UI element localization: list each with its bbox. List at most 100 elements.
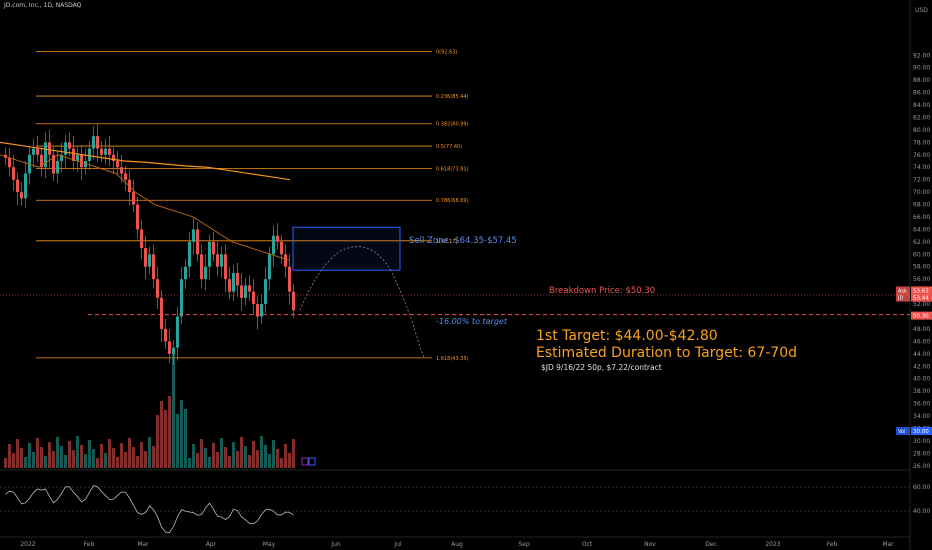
volume-bar [132,447,135,468]
candle-body [272,235,275,255]
candle-body [84,161,87,168]
fib-level-label: 0.236(85.44) [436,94,469,100]
first-target-label: 1st Target: $44.00-$42.80 [536,328,718,344]
event-marker-icon-2[interactable] [308,457,316,466]
price-tick-label: 34.00 [913,413,930,420]
rsi-panel [0,485,910,534]
price-badge-value: 50.30 [913,314,929,320]
volume-bar [136,456,139,468]
breakdown-label: Breakdown Price: $50.30 [549,286,655,296]
candle-body [204,266,207,280]
volume-bar [124,452,127,468]
volume-bar [168,396,171,468]
sell-zone-box[interactable] [292,226,401,271]
price-tick-label: 88.00 [913,77,930,84]
price-axis-unit: USD [915,7,928,14]
volume-bar [72,450,75,468]
volume-bar [32,452,35,468]
time-axis[interactable]: 2022 Feb Mar Apr May Jun Jul Aug Sep Oct Nov Dec 202… [20,541,894,548]
candle-body [276,235,279,242]
volume-bar [84,454,87,468]
price-badge-tag-bg [896,293,910,302]
volume-bar [140,442,143,468]
volume-bar [8,444,11,468]
volume-bar [184,409,187,468]
candle-body [172,347,175,354]
price-badge [911,311,932,320]
candle-body [92,136,95,149]
price-badge-tag: JD [897,296,903,302]
volume-bar [28,443,31,468]
candle-body [16,179,19,193]
volume-bar [68,441,71,468]
candle-body [248,285,251,292]
candle-body [132,192,135,205]
price-badge-tag-bg [896,286,910,295]
time-tick-label: 2023 [765,541,780,548]
candle-body [120,167,123,174]
volume-bar [208,457,211,468]
price-badge-value: 30.00 [913,429,929,435]
candle-body [88,148,91,161]
price-axis[interactable]: USD 92.00 90.00 88.00 86.00 84.00 82.00 80.00 78… [913,7,930,470]
candle-body [252,291,255,305]
candle-body [12,167,15,180]
symbol-header: JD.com, Inc., 1D, NASDAQ [4,2,82,9]
volume-bar [48,442,51,468]
price-tick-label: 92.00 [913,52,930,59]
candle-body [144,248,147,267]
volume-bar [200,439,203,468]
moving-averages [0,141,291,261]
volume-bar [120,443,123,468]
volume-bar [36,438,39,468]
price-badge-value: 53.63 [913,288,929,294]
price-tick-label: 58.00 [913,264,930,271]
time-tick-label: Nov [644,541,656,548]
volume-bar [24,457,27,468]
time-tick-label: Mar [137,541,149,548]
price-tick-label: 82.00 [913,114,930,121]
candle-body [288,266,291,292]
price-tick-label: 80.00 [913,127,930,134]
price-badge [911,427,932,435]
time-tick-label: Feb [827,541,838,548]
volume-bar [196,453,199,468]
time-tick-label: May [263,541,276,548]
candle-body [24,173,27,199]
rsi-line [5,485,294,534]
candle-body [164,328,167,342]
price-tick-label: 64.00 [913,226,930,233]
candle-body [104,148,107,155]
candle-body [188,241,191,267]
volume-bar [192,444,195,468]
volume-bar [12,453,15,468]
candle-body [36,148,39,155]
price-badge [911,286,932,295]
volume-bar [236,451,239,468]
price-badge-tag: Vol [898,429,905,435]
projected-path [299,246,425,358]
event-marker-icon[interactable] [301,457,309,466]
candle-body [180,279,183,317]
price-tick-label: 44.00 [913,351,930,358]
time-tick-label: Feb [84,541,95,548]
volume-bar [96,458,99,468]
candle-body [176,316,179,348]
candle-body [260,304,263,317]
volume-bar [56,437,59,468]
volume-bar [216,452,219,468]
candle-body [68,142,71,149]
ma-short-line [0,154,291,261]
price-tick-label: 84.00 [913,102,930,109]
candle-body [116,161,119,168]
price-tick-label: 70.00 [913,189,930,196]
candle-body [136,204,139,230]
rsi-tick-label: 40.00 [913,508,930,515]
time-tick-label: Dec [705,541,717,548]
option-label: $JD 9/16/22 50p, $7.22/contract [541,363,662,372]
volume-bar [144,451,147,468]
candle-body [44,142,47,168]
fibonacci-retracement[interactable]: 0(92.63) 0.236(85.44) 0.382(80.99) 0.5(77.4… [36,49,469,362]
candle-body [232,272,235,292]
